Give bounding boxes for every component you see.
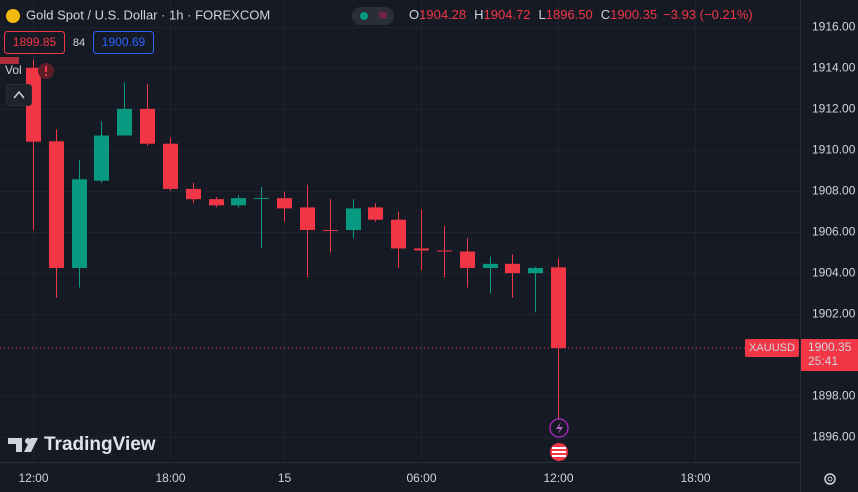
- candle-body: [483, 263, 498, 268]
- candle-body: [117, 108, 132, 136]
- symbol-tag: [745, 339, 799, 358]
- buy-price[interactable]: 1900.69: [102, 35, 146, 49]
- settings-icon[interactable]: [824, 473, 836, 485]
- price-tag-countdown: 25:41: [808, 354, 838, 368]
- x-tick-label: 15: [278, 471, 292, 485]
- sell-box[interactable]: [4, 31, 65, 54]
- candle-body: [277, 198, 292, 209]
- ohlc-legend: O1904.28 H1904.72 L1896.50 C1900.35 −3.93 (−…: [409, 7, 753, 22]
- brand-logo-dot: [25, 438, 31, 444]
- flag-stripe: [552, 451, 566, 453]
- y-tick-label: 1906.00: [812, 225, 856, 239]
- brand-name: TradingView: [44, 434, 156, 455]
- y-tick-label: 1910.00: [812, 143, 856, 157]
- candle-body: [551, 267, 566, 349]
- candle-body: [414, 248, 429, 251]
- warning-mark: [45, 66, 47, 72]
- candle-body: [346, 208, 361, 230]
- ohlc-key: C: [601, 7, 610, 22]
- toggle-icon: ≋: [378, 8, 388, 22]
- candle-body: [391, 219, 406, 249]
- buy-box[interactable]: [93, 31, 154, 54]
- y-tick-label: 1904.00: [812, 266, 856, 280]
- ohlc-value: 1904.28: [419, 7, 466, 22]
- toggle-dot: [360, 12, 368, 20]
- x-tick-label: 06:00: [406, 471, 436, 485]
- price-tag-value: 1900.35: [808, 340, 852, 354]
- ohlc-key: H: [474, 7, 483, 22]
- ohlc-value: 1900.35: [610, 7, 657, 22]
- y-tick-label: 1908.00: [812, 184, 856, 198]
- toggle[interactable]: [352, 7, 394, 25]
- collapse-button[interactable]: [6, 84, 32, 106]
- ohlc-change: −3.93 (−0.21%): [663, 7, 753, 22]
- warning-dot: [45, 74, 47, 76]
- y-tick-label: 1916.00: [812, 20, 856, 34]
- event-bolt: [556, 422, 563, 434]
- x-tick-label: 12:00: [543, 471, 573, 485]
- price-tag: [801, 339, 858, 372]
- y-tick-label: 1902.00: [812, 307, 856, 321]
- x-tick-label: 18:00: [155, 471, 185, 485]
- y-tick-label: 1912.00: [812, 102, 856, 116]
- x-tick-label: 12:00: [18, 471, 48, 485]
- ohlc-key: L: [539, 7, 546, 22]
- symbol-icon: [6, 9, 20, 23]
- candle-body: [140, 108, 155, 144]
- symbol-title[interactable]: Gold Spot / U.S. Dollar · 1h · FOREXCOM: [26, 7, 270, 22]
- volume-label[interactable]: Vol: [5, 63, 22, 77]
- x-tick-label: 18:00: [680, 471, 710, 485]
- candle-body: [437, 250, 452, 252]
- candle-body: [72, 179, 87, 268]
- y-tick-label: 1898.00: [812, 389, 856, 403]
- y-tick-label: 1896.00: [812, 430, 856, 444]
- candle-body: [94, 135, 109, 181]
- flag-stripe: [552, 455, 566, 457]
- candle-body: [528, 267, 543, 274]
- y-tick-label: 1914.00: [812, 61, 856, 75]
- ohlc-value: 1896.50: [546, 7, 593, 22]
- candle-body: [186, 188, 201, 200]
- symbol-tag-label: XAUUSD: [749, 342, 795, 354]
- sell-price[interactable]: 1899.85: [13, 35, 57, 49]
- axes: 1896.00 1898.00 1902.00 1904.00 1906.00 1908.…: [18, 20, 858, 485]
- collapse-caret: [13, 90, 25, 99]
- settings-center: [827, 476, 833, 482]
- candle-body: [49, 141, 64, 268]
- ohlc-key: O: [409, 7, 419, 22]
- candle-body: [323, 229, 338, 231]
- spread: 84: [73, 37, 85, 49]
- candle-body: [300, 207, 315, 230]
- candle-body: [254, 197, 269, 199]
- ohlc-value: 1904.72: [484, 7, 531, 22]
- candle-body: [231, 198, 246, 206]
- candle-body: [209, 199, 224, 206]
- candle-body: [163, 143, 178, 189]
- candle-body: [368, 207, 383, 220]
- vol-tag: [0, 57, 19, 64]
- candle-body: [505, 263, 520, 274]
- flag-stripe: [552, 447, 566, 449]
- candle-body: [460, 251, 475, 268]
